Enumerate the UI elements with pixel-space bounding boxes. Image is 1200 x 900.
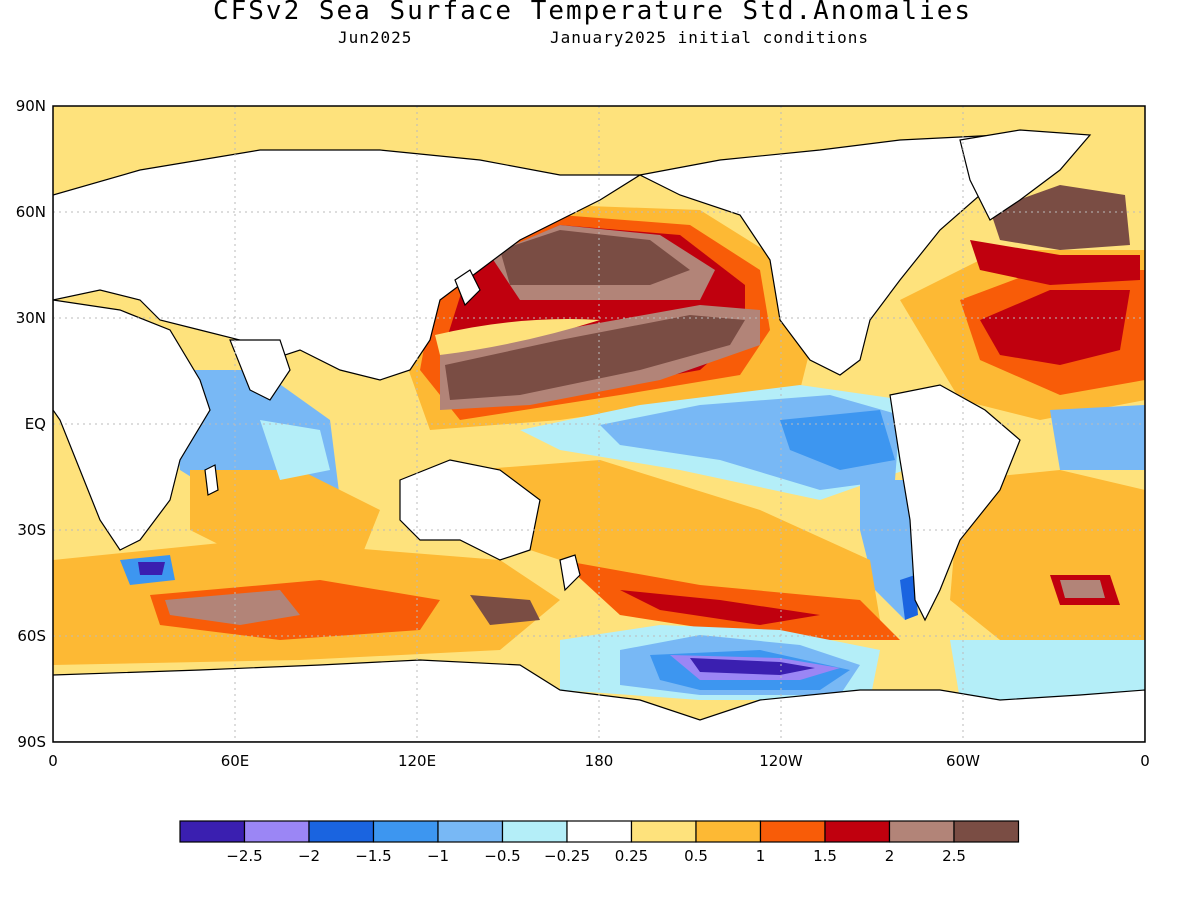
colorbar-swatch (888, 820, 955, 843)
forecast-month-label: Jun2025 (338, 28, 413, 47)
colorbar-label: 2 (885, 847, 895, 865)
land-africa (53, 299, 211, 551)
kuroshio-cool (435, 319, 600, 355)
southern-ocean-core (690, 658, 815, 675)
peru-coast-deep (900, 575, 918, 620)
colorbar-swatch (437, 820, 504, 843)
colorbar-label: 0.5 (684, 847, 708, 865)
tropical-atlantic-blue (1050, 405, 1145, 470)
labrador-brown (990, 185, 1130, 250)
colorbar-label: −2 (298, 847, 320, 865)
colorbar-label: −1.5 (355, 847, 391, 865)
graticule (53, 106, 1145, 742)
south-atlantic-pink (1060, 580, 1105, 598)
colorbar-swatch (308, 820, 375, 843)
lat-label: 60N (16, 203, 46, 221)
south-pacific-warm (470, 460, 880, 620)
colorbar-swatch (630, 820, 697, 843)
land-india (229, 339, 291, 401)
colorbar-label: −0.25 (544, 847, 590, 865)
land-australia (399, 459, 541, 561)
colorbar-label: 0.25 (615, 847, 648, 865)
north-atlantic-red (980, 290, 1130, 365)
colorbar-label: −0.5 (484, 847, 520, 865)
south-indian-blob-deep (138, 562, 165, 575)
lat-label: 90S (17, 733, 46, 751)
colorbar: −2.5 −2 −1.5 −1 −0.5 −0.25 0.25 0.5 1 1.5 2 2.5 (179, 820, 1020, 865)
equatorial-pacific-blue-2 (780, 410, 895, 470)
lat-label: 60S (17, 627, 46, 645)
indian-ocean-warm (190, 470, 380, 560)
colorbar-swatch (372, 820, 439, 843)
colorbar-swatch (179, 820, 246, 843)
lon-label: 180 (585, 752, 614, 770)
lon-label: 60W (946, 752, 980, 770)
colorbar-swatch (243, 820, 310, 843)
lon-axis: 0 60E 120E 180 120W 60W 0 (48, 752, 1150, 770)
lat-axis: 90N 60N 30N EQ 30S 60S 90S (16, 97, 46, 751)
colorbar-swatch (953, 820, 1020, 843)
labrador-red (970, 240, 1140, 285)
lon-label: 60E (221, 752, 250, 770)
land-madagascar (204, 464, 219, 496)
lon-label: 0 (48, 752, 58, 770)
land-south-america (889, 384, 1021, 622)
south-pacific-red (620, 590, 820, 625)
tasman-brown (470, 595, 540, 625)
colorbar-label: −2.5 (226, 847, 262, 865)
initial-conditions-label: January2025 initial conditions (550, 28, 869, 47)
south-pacific-streak (560, 560, 900, 640)
south-indian-pink (165, 590, 300, 625)
map-frame (52, 105, 1146, 743)
land-japan (454, 269, 481, 307)
colorbar-swatch (566, 820, 633, 843)
land-new-zealand (559, 554, 581, 592)
colorbar-label: 1.5 (813, 847, 837, 865)
map-panel: 90N 60N 30N EQ 30S 60S 90S 0 60E 120E 18… (16, 97, 1150, 770)
colorbar-swatch (501, 820, 568, 843)
colorbar-label: −1 (427, 847, 449, 865)
lat-label: 30S (17, 521, 46, 539)
map-title: CFSv2 Sea Surface Temperature Std.Anomal… (212, 0, 973, 26)
colorbar-label: 2.5 (942, 847, 966, 865)
colorbar-swatch (824, 820, 891, 843)
land-greenland (959, 129, 1092, 221)
drake-cool (950, 640, 1145, 700)
lat-label: EQ (25, 415, 46, 433)
lon-label: 120W (759, 752, 803, 770)
land-eurasia (53, 149, 643, 381)
lon-label: 0 (1140, 752, 1150, 770)
land-north-america (638, 134, 1082, 376)
lat-label: 90N (16, 97, 46, 115)
indian-ocean-pale (260, 420, 330, 480)
lon-label: 120E (398, 752, 436, 770)
lat-label: 30N (16, 309, 46, 327)
colorbar-label: 1 (756, 847, 766, 865)
north-pacific-blob-brown (500, 230, 690, 285)
colorbar-swatch (695, 820, 762, 843)
colorbar-swatch (759, 820, 826, 843)
warm-pool-brown (445, 315, 745, 400)
